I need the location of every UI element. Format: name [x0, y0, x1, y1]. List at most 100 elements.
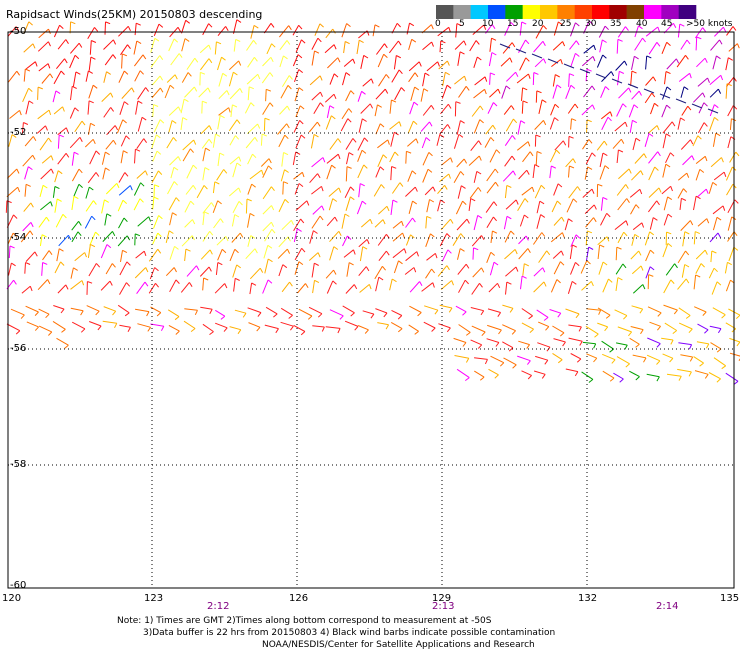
wind-barb-flag — [41, 234, 47, 238]
wind-barb — [487, 324, 502, 331]
wind-barb — [581, 56, 594, 67]
wind-barb — [74, 252, 86, 262]
wind-barb — [201, 101, 203, 114]
wind-barb — [646, 373, 660, 378]
wind-barb-flag — [604, 326, 609, 332]
wind-barb — [663, 304, 678, 311]
wind-barb-flag — [735, 151, 740, 157]
wind-barb-flag — [190, 328, 196, 332]
wind-barb — [534, 58, 544, 68]
wind-barb-flag — [223, 327, 228, 332]
wind-barb-flag — [350, 196, 355, 201]
wind-barb — [343, 249, 354, 258]
wind-barb — [570, 53, 576, 68]
wind-barb — [422, 104, 432, 116]
wind-barb-flag — [717, 88, 722, 94]
wind-barb-flag — [334, 216, 338, 222]
wind-barb-flag — [237, 329, 242, 335]
wind-barb-flag — [673, 309, 678, 315]
wind-barb-flag — [269, 102, 274, 107]
wind-barb-flag — [680, 117, 686, 121]
wind-barb-flag — [71, 85, 77, 89]
wind-barb-flag — [643, 153, 647, 159]
wind-barb-flag — [257, 123, 261, 129]
wind-barb-flag — [137, 100, 143, 104]
wind-barb-flag — [638, 25, 643, 30]
wind-barb-flag — [158, 215, 163, 220]
wind-barb-flag — [463, 158, 468, 164]
wind-barb-flag — [42, 184, 48, 189]
wind-barb — [278, 134, 286, 148]
wind-barb-flag — [25, 68, 31, 72]
wind-barb — [596, 140, 605, 151]
wind-barb — [521, 370, 532, 376]
wind-barb-flag — [521, 21, 527, 25]
wind-barb-flag — [78, 221, 82, 226]
wind-barb-flag — [431, 268, 435, 274]
wind-barb — [389, 121, 400, 130]
wind-barb-flag — [106, 213, 112, 217]
wind-barb-flag — [105, 151, 110, 156]
wind-barb-flag — [397, 40, 402, 46]
wind-barb — [40, 201, 51, 211]
wind-barb — [181, 20, 187, 34]
wind-barb-flag — [689, 220, 694, 226]
wind-barb — [631, 234, 636, 246]
wind-barb-flag — [575, 262, 580, 267]
wind-barb — [725, 57, 729, 71]
wind-barb — [408, 72, 416, 83]
wind-barb-flag — [571, 280, 577, 285]
wind-barb-contaminated — [515, 48, 527, 54]
wind-barb-flag — [639, 308, 644, 314]
wind-barb-flag — [157, 232, 162, 237]
wind-barb-flag — [301, 39, 306, 44]
wind-barb — [487, 308, 501, 313]
wind-barb-flag — [221, 56, 226, 61]
wind-barb — [585, 247, 590, 262]
wind-barb — [182, 139, 195, 151]
wind-barb — [389, 99, 392, 114]
wind-barb-flag — [159, 75, 164, 81]
wind-barb-flag — [493, 102, 498, 107]
wind-barb-flag — [352, 58, 356, 64]
wind-barb — [151, 170, 159, 183]
wind-barb — [580, 260, 588, 274]
wind-barb — [710, 250, 713, 263]
wind-barb — [469, 40, 477, 52]
wind-barb-flag — [492, 230, 498, 234]
wind-barb — [407, 138, 417, 147]
wind-barb-flag — [648, 274, 654, 277]
wind-barb — [119, 324, 131, 328]
wind-barb-flag — [70, 21, 76, 25]
wind-barb-flag — [271, 205, 275, 211]
wind-barb-flag — [34, 251, 38, 257]
wind-barb-flag — [721, 157, 724, 163]
wind-barb-flag — [235, 135, 240, 140]
wind-barb-flag — [494, 374, 499, 379]
wind-barb-flag — [455, 101, 461, 104]
wind-barb — [101, 92, 111, 102]
wind-barb — [696, 341, 709, 345]
wind-barb-flag — [34, 61, 38, 67]
wind-barb — [426, 61, 439, 72]
wind-barb — [455, 305, 467, 313]
wind-barb-flag — [515, 266, 519, 272]
wind-barb — [313, 102, 321, 115]
wind-barb-flag — [299, 105, 305, 110]
wind-barb-flag — [430, 233, 435, 238]
wind-barb-contaminated — [675, 98, 687, 104]
wind-barb — [151, 75, 161, 86]
wind-barb — [662, 243, 669, 258]
wind-barb — [616, 39, 619, 54]
wind-barb-flag — [333, 73, 339, 78]
wind-barb-flag — [506, 215, 512, 220]
wind-barb — [453, 171, 462, 183]
wind-barb-flag — [220, 218, 224, 223]
wind-barb — [472, 267, 482, 278]
wind-barb-flag — [721, 365, 726, 370]
wind-barb-flag — [625, 363, 630, 368]
wind-barb — [600, 111, 611, 120]
wind-barb — [105, 263, 113, 275]
wind-barb-flag — [234, 248, 239, 254]
wind-barb — [262, 221, 272, 232]
